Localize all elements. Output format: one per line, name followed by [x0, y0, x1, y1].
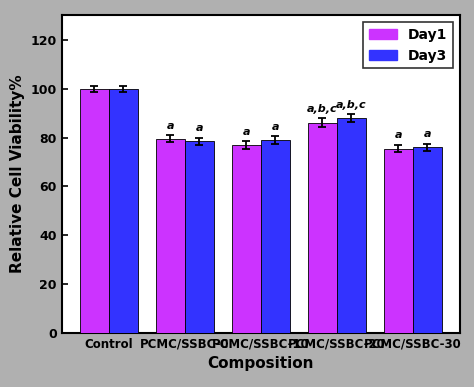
Bar [337, 118, 365, 333]
Bar [232, 145, 261, 333]
Bar [308, 123, 337, 333]
Text: a,b,c: a,b,c [307, 104, 337, 114]
Text: a: a [423, 129, 431, 139]
Bar [109, 89, 137, 333]
Text: a: a [272, 122, 279, 132]
Text: a: a [166, 121, 174, 131]
Bar [384, 149, 413, 333]
Bar [185, 141, 214, 333]
Bar [156, 139, 185, 333]
Legend: Day1, Day3: Day1, Day3 [364, 22, 453, 68]
Text: a: a [195, 123, 203, 133]
Text: a: a [394, 130, 402, 140]
Bar [261, 140, 290, 333]
Y-axis label: Relative Cell Viability%: Relative Cell Viability% [10, 75, 25, 274]
Bar [80, 89, 109, 333]
Text: a,b,c: a,b,c [336, 100, 366, 110]
Text: a: a [243, 127, 250, 137]
X-axis label: Composition: Composition [208, 356, 314, 371]
Bar [413, 147, 442, 333]
